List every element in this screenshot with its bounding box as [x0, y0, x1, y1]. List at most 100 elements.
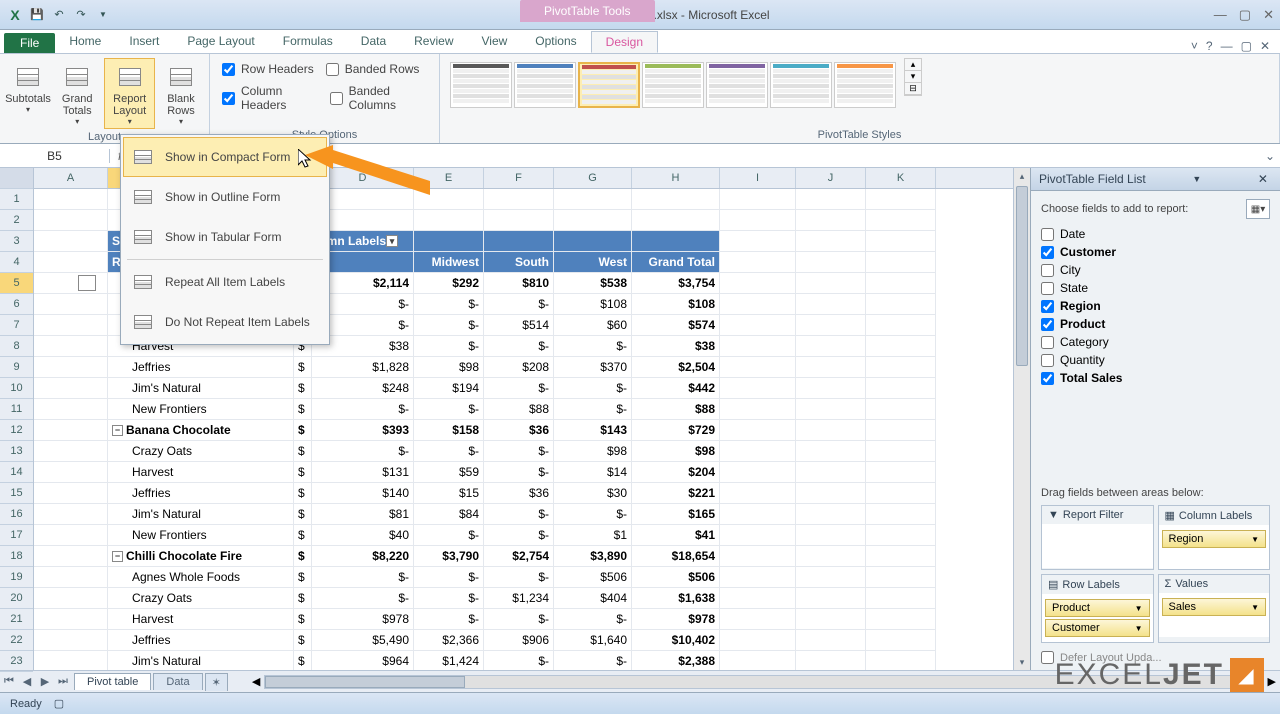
help-icon[interactable]: ?: [1206, 39, 1213, 53]
area-field-item[interactable]: Region▼: [1162, 530, 1267, 548]
row-header[interactable]: 14: [0, 462, 33, 483]
menu-item[interactable]: Show in Outline Form: [123, 177, 327, 217]
new-sheet-icon[interactable]: ✶: [205, 673, 228, 691]
menu-item[interactable]: Repeat All Item Labels: [123, 262, 327, 302]
column-headers-checkbox[interactable]: Column Headers: [216, 80, 324, 116]
row-header[interactable]: 18: [0, 546, 33, 567]
row-header[interactable]: 5: [0, 273, 33, 294]
style-thumb[interactable]: [514, 62, 576, 108]
ribbon-tab-review[interactable]: Review: [400, 31, 467, 53]
field-checkbox[interactable]: Product: [1041, 315, 1270, 333]
ribbon-tab-design[interactable]: Design: [591, 31, 658, 53]
ribbon-tab-data[interactable]: Data: [347, 31, 400, 53]
undo-icon[interactable]: ↶: [50, 6, 68, 24]
style-gallery[interactable]: [446, 58, 900, 112]
field-checkbox[interactable]: Customer: [1041, 243, 1270, 261]
ribbon-tab-page-layout[interactable]: Page Layout: [173, 31, 268, 53]
row-header[interactable]: 8: [0, 336, 33, 357]
row-header[interactable]: 4: [0, 252, 33, 273]
field-list-options-icon[interactable]: ▦▾: [1246, 199, 1270, 219]
scroll-down-icon[interactable]: ▾: [1014, 654, 1030, 670]
grand-totals-button[interactable]: Grand Totals ▾: [54, 58, 100, 129]
row-header[interactable]: 21: [0, 609, 33, 630]
style-thumb[interactable]: [450, 62, 512, 108]
style-thumb[interactable]: [770, 62, 832, 108]
row-header[interactable]: 10: [0, 378, 33, 399]
sheet-nav-prev-icon[interactable]: ◀: [18, 675, 36, 688]
sheet-tab-active[interactable]: Pivot table: [74, 673, 151, 690]
banded-columns-checkbox[interactable]: Banded Columns: [324, 80, 433, 116]
close-icon[interactable]: ✕: [1263, 7, 1274, 23]
row-header[interactable]: 15: [0, 483, 33, 504]
field-checkbox[interactable]: Date: [1041, 225, 1270, 243]
column-header[interactable]: G: [554, 168, 632, 188]
field-checkbox[interactable]: City: [1041, 261, 1270, 279]
area-field-item[interactable]: Sales▼: [1162, 598, 1267, 616]
style-thumb[interactable]: [578, 62, 640, 108]
row-header[interactable]: 1: [0, 189, 33, 210]
ribbon-tab-insert[interactable]: Insert: [115, 31, 173, 53]
values-area[interactable]: ΣValues Sales▼: [1158, 574, 1271, 643]
field-checkbox[interactable]: Quantity: [1041, 351, 1270, 369]
save-icon[interactable]: 💾: [28, 6, 46, 24]
row-header[interactable]: 11: [0, 399, 33, 420]
doc-close-icon[interactable]: ✕: [1260, 39, 1270, 53]
ribbon-tab-formulas[interactable]: Formulas: [269, 31, 347, 53]
row-header[interactable]: 20: [0, 588, 33, 609]
scroll-up-icon[interactable]: ▴: [1014, 168, 1030, 184]
row-header[interactable]: 22: [0, 630, 33, 651]
column-header[interactable]: K: [866, 168, 936, 188]
style-thumb[interactable]: [706, 62, 768, 108]
sheet-nav-first-icon[interactable]: ⏮: [0, 675, 18, 688]
subtotals-button[interactable]: Subtotals ▾: [6, 58, 50, 117]
maximize-icon[interactable]: ▢: [1239, 7, 1251, 23]
area-field-item[interactable]: Customer▼: [1045, 619, 1150, 637]
doc-minimize-icon[interactable]: —: [1221, 39, 1233, 53]
gallery-down-icon[interactable]: ▾: [905, 71, 921, 83]
excel-icon[interactable]: X: [6, 6, 24, 24]
field-checkbox[interactable]: Category: [1041, 333, 1270, 351]
ribbon-tab-home[interactable]: Home: [55, 31, 115, 53]
macro-record-icon[interactable]: ▢: [54, 697, 64, 710]
field-checkbox[interactable]: Region: [1041, 297, 1270, 315]
row-header[interactable]: 16: [0, 504, 33, 525]
row-headers[interactable]: 1234567891011121314151617181920212223: [0, 168, 34, 670]
row-header[interactable]: 2: [0, 210, 33, 231]
row-header[interactable]: 13: [0, 441, 33, 462]
scroll-thumb[interactable]: [1016, 186, 1028, 366]
vertical-scrollbar[interactable]: ▴ ▾: [1013, 168, 1030, 670]
field-checkbox[interactable]: Total Sales: [1041, 369, 1270, 387]
sheet-nav-last-icon[interactable]: ⏭: [54, 675, 72, 688]
row-header[interactable]: 6: [0, 294, 33, 315]
row-header[interactable]: 19: [0, 567, 33, 588]
gallery-up-icon[interactable]: ▴: [905, 59, 921, 71]
banded-rows-checkbox[interactable]: Banded Rows: [320, 58, 426, 80]
field-list-close-icon[interactable]: ✕: [1254, 172, 1272, 186]
formula-expand-icon[interactable]: ⌄: [1260, 149, 1280, 163]
row-headers-checkbox[interactable]: Row Headers: [216, 58, 320, 80]
menu-item[interactable]: Show in Compact Form: [123, 137, 327, 177]
gallery-scroll[interactable]: ▴ ▾ ⊟: [904, 58, 922, 96]
column-header[interactable]: I: [720, 168, 796, 188]
row-labels-area[interactable]: ▤Row Labels Product▼Customer▼: [1041, 574, 1154, 643]
report-layout-button[interactable]: Report Layout ▾: [104, 58, 155, 129]
file-tab[interactable]: File: [4, 33, 55, 53]
field-checkbox[interactable]: State: [1041, 279, 1270, 297]
column-header[interactable]: H: [632, 168, 720, 188]
minimize-ribbon-icon[interactable]: ˅: [1191, 39, 1198, 53]
field-list-dropdown-icon[interactable]: ▼: [1192, 174, 1201, 184]
row-header[interactable]: 9: [0, 357, 33, 378]
sheet-tab-data[interactable]: Data: [153, 673, 202, 690]
menu-item[interactable]: Do Not Repeat Item Labels: [123, 302, 327, 342]
hscroll-left-icon[interactable]: ◀: [248, 675, 264, 688]
gallery-more-icon[interactable]: ⊟: [905, 83, 921, 95]
row-header[interactable]: 12: [0, 420, 33, 441]
blank-rows-button[interactable]: Blank Rows ▾: [159, 58, 203, 129]
ribbon-tab-view[interactable]: View: [468, 31, 522, 53]
hscroll-right-icon[interactable]: ▶: [1264, 675, 1280, 688]
column-header[interactable]: A: [34, 168, 108, 188]
row-header[interactable]: 23: [0, 651, 33, 672]
row-header[interactable]: 3: [0, 231, 33, 252]
column-header[interactable]: F: [484, 168, 554, 188]
report-filter-area[interactable]: ▼Report Filter: [1041, 505, 1154, 570]
